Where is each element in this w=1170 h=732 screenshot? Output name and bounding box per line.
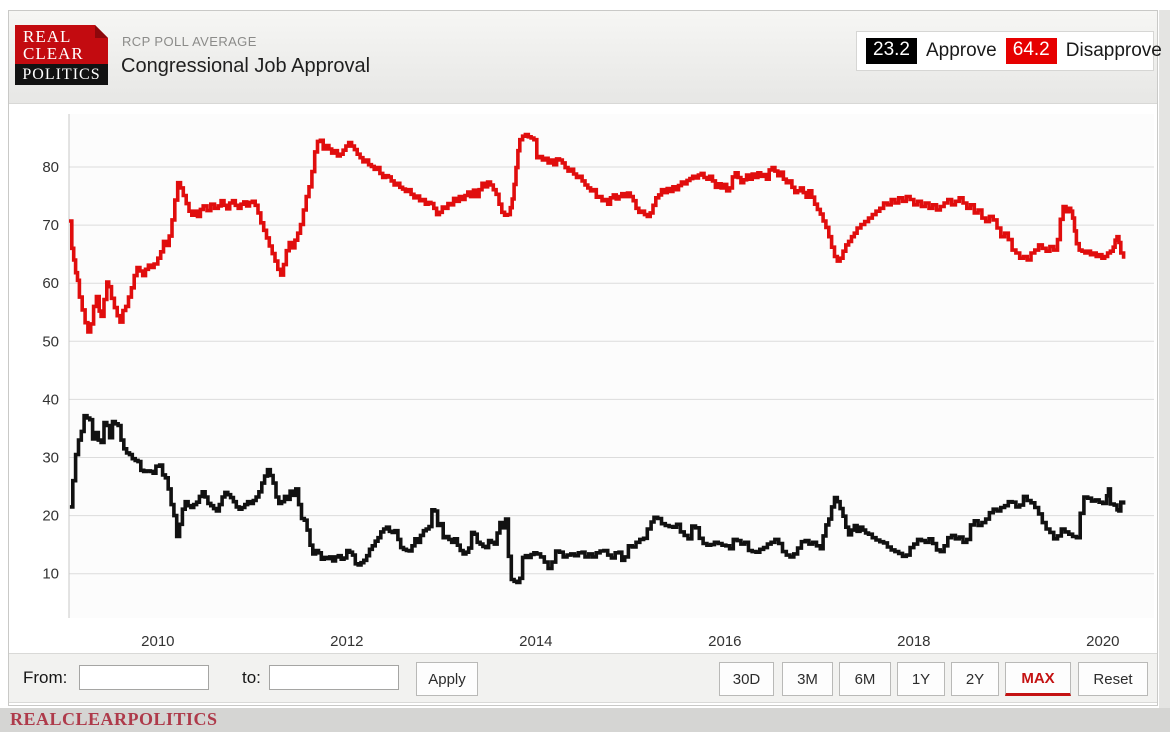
to-date-input[interactable] (269, 665, 399, 690)
from-label: From: (23, 668, 68, 687)
approve-legend-label: Approve (925, 40, 997, 61)
svg-text:30: 30 (42, 450, 59, 467)
svg-text:70: 70 (42, 217, 59, 234)
svg-text:80: 80 (42, 159, 59, 176)
rcp-logo[interactable]: REAL CLEAR POLITICS (15, 25, 108, 85)
logo-line-clear: CLEAR (23, 44, 84, 63)
page-footer: REALCLEARPOLITICS (0, 708, 1170, 732)
from-date-input[interactable] (79, 665, 209, 690)
svg-text:2014: 2014 (519, 633, 552, 650)
logo-line-politics: POLITICS (15, 64, 108, 85)
svg-text:2012: 2012 (330, 633, 363, 650)
page-title: Congressional Job Approval (121, 55, 371, 77)
page-right-margin (1159, 10, 1170, 708)
chart-controls-bar: From: to: Apply 30D 3M 6M 1Y 2Y MAX Rese… (9, 653, 1157, 703)
range-button-max[interactable]: MAX (1005, 662, 1071, 696)
reset-button[interactable]: Reset (1078, 662, 1148, 696)
range-button-30d[interactable]: 30D (719, 662, 774, 696)
range-button-1y[interactable]: 1Y (897, 662, 945, 696)
range-button-2y[interactable]: 2Y (951, 662, 999, 696)
svg-text:2020: 2020 (1086, 633, 1119, 650)
apply-button[interactable]: Apply (416, 662, 478, 696)
svg-text:2018: 2018 (897, 633, 930, 650)
svg-text:60: 60 (42, 275, 59, 292)
poll-average-eyebrow: RCP POLL AVERAGE (122, 34, 257, 49)
svg-text:20: 20 (42, 508, 59, 525)
disapprove-legend-label: Disapprove (1065, 40, 1162, 61)
svg-text:2016: 2016 (708, 633, 741, 650)
disapprove-value-badge: 64.2 (1005, 38, 1057, 64)
rcp-poll-widget: REAL CLEAR POLITICS RCP POLL AVERAGE Con… (8, 10, 1162, 706)
realclearpolitics-wordmark: REALCLEARPOLITICS (10, 709, 218, 729)
to-label: to: (242, 668, 261, 687)
svg-text:10: 10 (42, 566, 59, 583)
approval-trend-chart: 10 20 30 40 50 60 70 80 2010 2012 2014 2016 2018 2020 (42, 114, 1154, 650)
chart-legend: 23.2 Approve 64.2 Disapprove (856, 31, 1162, 71)
rcp-logo-red-box: REAL CLEAR (15, 25, 108, 64)
range-button-6m[interactable]: 6M (839, 662, 891, 696)
widget-header: REAL CLEAR POLITICS RCP POLL AVERAGE Con… (9, 11, 1162, 104)
svg-text:50: 50 (42, 333, 59, 350)
range-button-3m[interactable]: 3M (782, 662, 833, 696)
logo-fold-corner-icon (95, 25, 108, 38)
svg-text:2010: 2010 (141, 633, 174, 650)
logo-line-real: REAL (23, 27, 72, 46)
approve-value-badge: 23.2 (866, 38, 917, 64)
svg-text:40: 40 (42, 391, 59, 408)
